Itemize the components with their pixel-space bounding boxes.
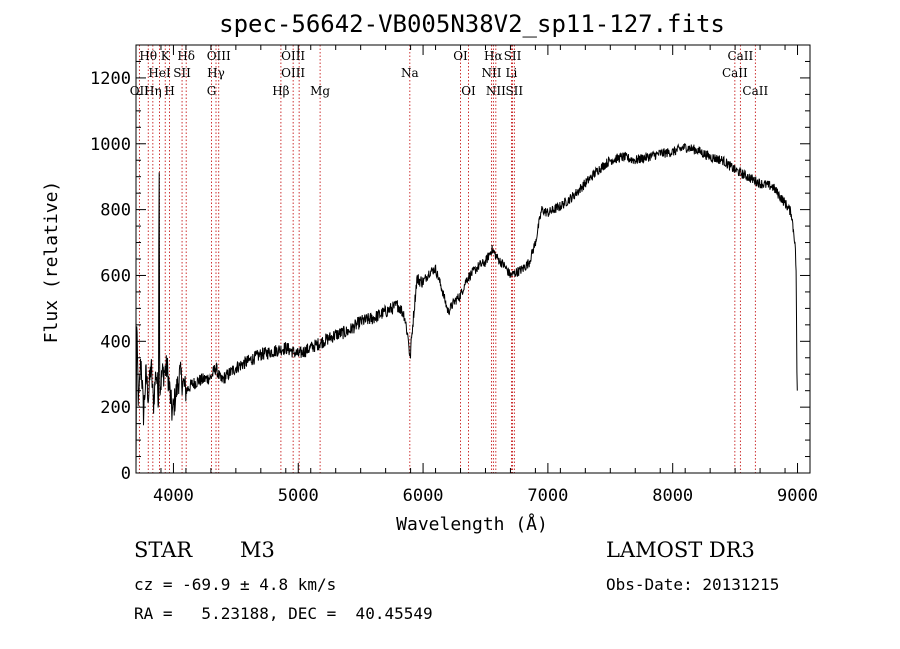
observation-date: Obs-Date: 20131215 [606,575,780,594]
line-label: OIII [281,49,305,63]
y-tick-label: 200 [100,398,131,418]
line-label: CaII [727,49,753,63]
line-label: NII [481,66,501,80]
x-tick-label: 8000 [652,486,693,506]
line-label: HeI [148,66,171,80]
line-label: OII [130,84,150,98]
redshift-velocity: cz = -69.9 ± 4.8 km/s [134,575,337,594]
line-label: SII [173,66,191,80]
line-label: K [161,49,171,63]
line-label: Hβ [272,84,289,98]
line-label: Hα [484,49,503,63]
x-axis-label: Wavelength (Å) [396,513,548,535]
line-label: OI [461,84,476,98]
y-tick-label: 800 [100,201,131,221]
chart-title: spec-56642-VB005N38V2_sp11-127.fits [219,10,725,38]
object-class: STAR [134,538,193,562]
line-label: OIII [281,66,305,80]
survey-name: LAMOST DR3 [606,538,755,562]
line-label: Mg [310,84,330,98]
y-axis-label: Flux (relative) [41,181,62,344]
emission-line-markers [138,45,756,473]
plot-frame [135,44,811,474]
x-tick-label: 5000 [278,486,319,506]
y-tick-label: 1200 [90,69,131,89]
x-tick-label: 7000 [527,486,568,506]
line-label: Hγ [207,66,225,80]
line-label: Hθ [139,49,157,63]
y-tick-label: 600 [100,266,131,286]
object-subclass: M3 [240,538,275,562]
line-label: CaII [722,66,748,80]
emission-line-labels: Hθ OII HeI Hη K Hδ SII H OIII Hγ G OIII OIII Hβ Mg Na OI… [130,49,769,98]
line-label: OIII [207,49,231,63]
x-tick-label: 9000 [777,486,818,506]
y-tick-label: 400 [100,332,131,352]
line-label: Hδ [177,49,195,63]
line-label: Hη [144,84,162,98]
x-tick-label: 4000 [153,486,194,506]
line-label: Na [401,66,419,80]
line-label: OI [453,49,468,63]
axis-ticks: 4000 5000 6000 7000 8000 9000 0 200 400 600 800 100… [90,44,818,506]
y-tick-label: 1000 [90,135,131,155]
line-label: CaII [742,84,768,98]
x-tick-label: 6000 [403,486,444,506]
line-label: Li [506,66,518,80]
line-label: G [207,84,217,98]
coordinates: RA = 5.23188, DEC = 40.45549 [134,604,433,623]
line-label: H [164,84,174,98]
line-label: SII [505,84,523,98]
y-tick-label: 0 [121,464,131,484]
line-label: SII [504,49,522,63]
line-label: NII [486,84,506,98]
spectrum-line [135,143,798,469]
